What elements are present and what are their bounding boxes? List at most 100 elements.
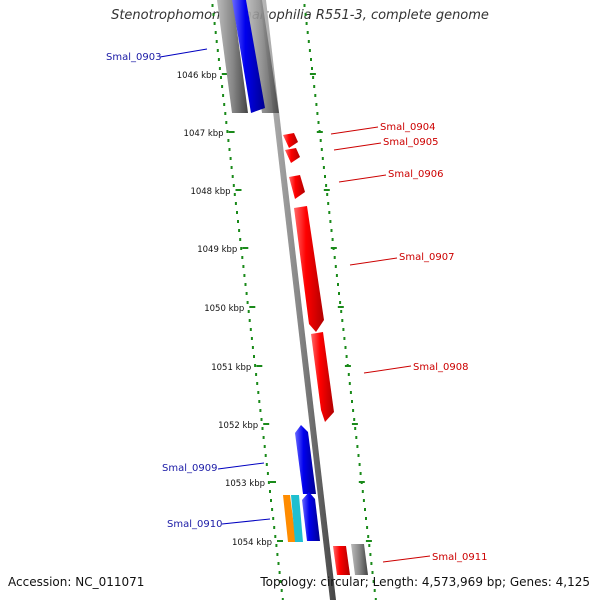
major-tick — [330, 247, 337, 249]
ruler-dot — [343, 337, 346, 340]
major-tick — [309, 73, 316, 75]
label-smal-0908: Smal_0908 — [413, 362, 468, 373]
major-tick — [270, 481, 276, 483]
ruler-left — [211, 4, 284, 600]
ruler-dot — [311, 67, 313, 70]
ruler-dot — [279, 580, 282, 583]
ruler-dot — [365, 517, 367, 520]
ruler-dot — [374, 598, 377, 600]
major-tick — [277, 540, 283, 542]
gene-grey-top — [217, 0, 248, 113]
ruler-dot — [274, 535, 277, 538]
ruler-dot — [271, 508, 274, 511]
ruler-dot — [272, 517, 275, 520]
ruler-dot — [230, 166, 233, 169]
ruler-dot — [308, 49, 311, 52]
gene-cyan — [291, 495, 303, 542]
gene-smal-0908 — [311, 332, 334, 422]
ruler-dot — [331, 238, 334, 241]
ruler-dot — [221, 85, 224, 88]
label-smal-0904: Smal_0904 — [380, 122, 435, 133]
major-tick — [228, 131, 235, 133]
ruler-dot — [366, 526, 369, 529]
tick-label: 1046 kbp — [177, 71, 217, 81]
ruler-dot — [326, 193, 329, 196]
ruler-dot — [237, 220, 239, 223]
major-tick — [263, 423, 270, 425]
ruler-dot — [229, 157, 232, 160]
ruler-dot — [329, 220, 332, 223]
gene-smal-0903 — [232, 0, 265, 113]
ruler-dot — [260, 418, 263, 421]
ruler-dot — [319, 139, 322, 142]
ruler-dot — [330, 229, 333, 232]
ruler-dot — [264, 454, 267, 457]
ruler-dot — [226, 130, 229, 133]
tick-labels: 1046 kbp 1047 kbp 1048 kbp 1049 kbp 1050 kbp… — [177, 71, 372, 548]
label-smal-0911: Smal_0911 — [432, 552, 487, 563]
ruler-dot — [338, 292, 340, 295]
ruler-dot — [370, 562, 373, 565]
genome-title: Stenotrophomonas maltophilia R551-3, com… — [111, 8, 489, 23]
leader-smal-0903 — [159, 48, 208, 58]
leader-smal-0909 — [217, 462, 265, 470]
gene-smal-0909 — [295, 425, 316, 494]
ruler-dot — [217, 58, 220, 61]
ruler-dot — [216, 49, 219, 52]
ruler-dot — [211, 4, 214, 7]
leader-smal-0911 — [382, 555, 431, 563]
ruler-dot — [267, 481, 270, 484]
genome-backbone — [260, 0, 336, 600]
gene-smal-0910 — [302, 492, 320, 541]
ruler-dot — [314, 94, 317, 97]
ruler-dot — [261, 427, 264, 430]
ruler-dot — [351, 400, 353, 403]
gene-smal-0905 — [285, 148, 300, 163]
ruler-dot — [368, 544, 371, 547]
ruler-dot — [313, 85, 316, 88]
ruler-dot — [340, 310, 343, 313]
ruler-dot — [324, 175, 326, 178]
leader-smal-0906 — [338, 174, 387, 183]
gene-orange — [283, 495, 296, 542]
ruler-dot — [232, 184, 235, 187]
ruler-dot — [244, 283, 247, 286]
ruler-dot — [316, 112, 319, 115]
ruler-dot — [246, 301, 249, 304]
major-tick — [235, 189, 242, 191]
major-tick — [242, 247, 249, 249]
ruler-dot — [341, 319, 344, 322]
label-smal-0903: Smal_0903 — [106, 52, 161, 63]
ruler-dot — [327, 202, 330, 205]
tick-label: 1052 kbp — [218, 421, 258, 431]
ruler-dot — [357, 454, 360, 457]
ruler-dot — [359, 472, 362, 475]
ruler-dot — [345, 355, 348, 358]
major-tick — [221, 73, 228, 75]
ruler-dot — [277, 562, 280, 565]
ruler-dot — [315, 103, 318, 106]
ruler-dot — [322, 166, 325, 169]
leader-smal-0907 — [349, 257, 398, 266]
major-tick — [344, 365, 351, 367]
ruler-dot — [310, 58, 312, 61]
ruler-dot — [222, 94, 225, 97]
ruler-dot — [367, 535, 370, 538]
ruler-dot — [275, 544, 278, 547]
ruler-dot — [245, 292, 248, 295]
ruler-dot — [334, 265, 337, 268]
ruler-dot — [241, 256, 244, 259]
ruler-dot — [371, 571, 374, 574]
major-tick — [351, 423, 358, 425]
ruler-dot — [242, 265, 245, 268]
ruler-dot — [306, 31, 309, 34]
ruler-dot — [240, 247, 243, 250]
ruler-dot — [335, 274, 338, 277]
major-tick — [337, 306, 344, 308]
major-tick — [256, 365, 263, 367]
ruler-dot — [248, 319, 251, 322]
ruler-dot — [266, 472, 269, 475]
ruler-dot — [362, 499, 365, 502]
